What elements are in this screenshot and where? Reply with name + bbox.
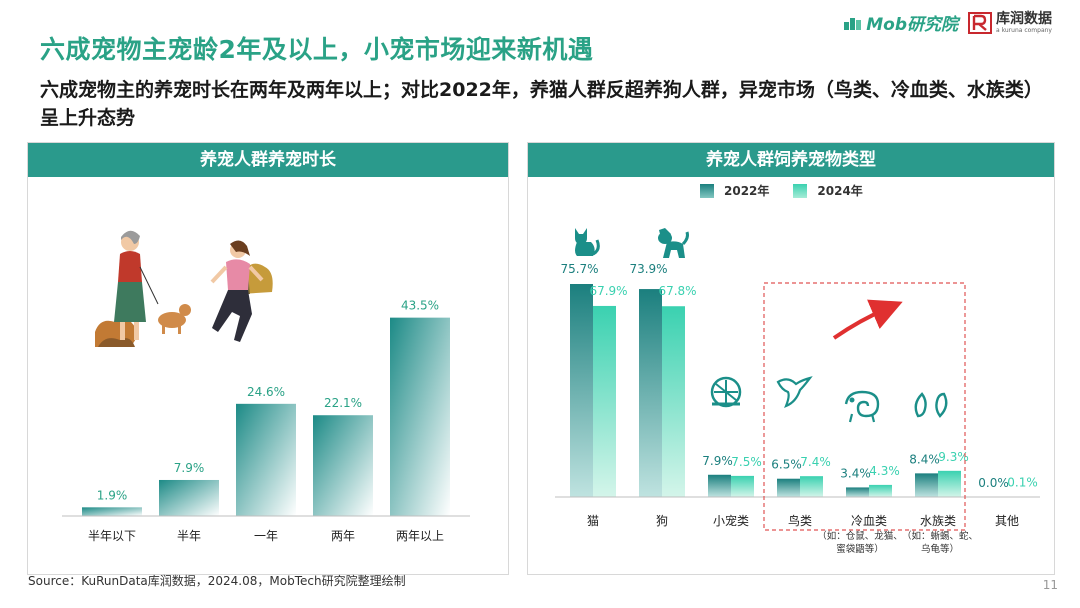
pet-type-value-2024: 0.1% (1007, 476, 1038, 490)
page-title: 六成宠物主宠龄2年及以上，小宠市场迎来新机遇 (40, 35, 594, 64)
legend-item-2024: 2024年 (793, 182, 863, 199)
duration-category-label: 半年以下 (88, 529, 136, 543)
page-number: 11 (1042, 578, 1058, 592)
pet-type-value-2024: 67.9% (589, 284, 627, 298)
duration-bar (390, 317, 450, 516)
duration-category-label: 半年 (177, 529, 201, 543)
kurun-logo: 库润数据 a kuruna company (968, 10, 1052, 34)
pet-type-category-label: 小宠类 (713, 513, 749, 528)
pet-type-value-2022: 75.7% (560, 262, 598, 276)
mob-logo: Mob研究院 (844, 10, 958, 35)
legend-swatch-2024 (793, 183, 808, 198)
pet-type-category-label: 水族类 (920, 514, 956, 528)
pet-type-bar-2024 (869, 484, 892, 497)
legend-swatch-2022 (700, 183, 714, 198)
pet-type-bar-2022 (708, 474, 731, 497)
pet-type-bar-2024 (731, 475, 754, 497)
duration-category-label: 两年以上 (396, 529, 444, 543)
duration-value-label: 24.6% (247, 385, 285, 399)
fish-icon (914, 392, 948, 418)
pet-type-category-label: 狗 (656, 514, 668, 528)
pet-type-bar-2024 (662, 306, 685, 497)
pet-type-value-2022: 8.4% (909, 452, 940, 466)
pet-type-bar-2022 (846, 487, 869, 497)
cold-blood-note: （如：仓鼠、龙猫、蜜袋鼯等） (817, 531, 903, 555)
pet-type-category-label: 其他 (995, 514, 1019, 528)
bird-icon (776, 376, 813, 408)
duration-value-label: 43.5% (401, 299, 439, 313)
exotic-pet-highlight-box (763, 282, 966, 531)
pet-type-value-2022: 7.9% (702, 454, 733, 468)
pet-owners-illustration (95, 230, 273, 347)
pet-type-bar-chart: 75.7% 67.9% 猫 73.9% 67.8% 狗 7.9%7.5% 小宠类 6.5%7.4… (555, 262, 1040, 528)
duration-category-label: 两年 (331, 529, 355, 543)
pet-type-value-2024: 9.3% (938, 450, 969, 464)
source-note: Source：KuRunData库润数据，2024.08，MobTech研究院整… (28, 574, 406, 588)
dog-icon (658, 228, 689, 258)
pet-type-value-2022: 6.5% (771, 458, 802, 472)
chameleon-icon (844, 390, 880, 423)
duration-bar (159, 479, 219, 516)
kurun-logo-sub: a kuruna company (996, 26, 1052, 34)
pet-type-value-2024: 7.4% (800, 455, 831, 469)
duration-bar-chart: 1.9% 半年以下 7.9% 半年 24.6% 一年 22.1% 两年 43.5% 两年以上 (62, 299, 470, 543)
pet-type-bar-2024 (938, 470, 961, 497)
duration-value-label: 1.9% (97, 488, 128, 502)
small-pet-icon (710, 376, 742, 408)
logo-area: Mob研究院 库润数据 a kuruna company (844, 10, 1052, 35)
cat-icon (575, 228, 600, 256)
pet-type-bar-2022 (570, 284, 593, 497)
page-subtitle: 六成宠物主的养宠时长在两年及两年以上；对比2022年，养猫人群反超养狗人群，异宠… (40, 79, 1043, 129)
kurun-logo-icon (968, 11, 992, 34)
pet-type-value-2024: 7.5% (731, 455, 762, 469)
pet-type-value-2024: 4.3% (869, 464, 900, 478)
legend-label-2022: 2022年 (724, 184, 770, 198)
pet-type-value-2022: 73.9% (629, 262, 667, 276)
pet-type-bar-2024 (800, 476, 823, 497)
mob-logo-icon (844, 17, 862, 30)
duration-bar (313, 415, 373, 516)
upward-trend-arrow (832, 299, 903, 340)
pet-type-legend: 2022年 2024年 (700, 182, 863, 199)
legend-item-2022: 2022年 (700, 182, 769, 199)
duration-bar (82, 507, 142, 516)
kurun-logo-name: 库润数据 (996, 10, 1052, 27)
mob-logo-text: Mob研究院 (866, 15, 958, 35)
pet-type-category-label: 冷血类 (851, 514, 887, 528)
pet-type-category-label: 猫 (587, 514, 599, 528)
pet-type-category-label: 鸟类 (788, 513, 812, 528)
duration-value-label: 7.9% (174, 461, 205, 475)
duration-value-label: 22.1% (324, 396, 362, 410)
pet-type-value-2022: 3.4% (840, 466, 871, 480)
pet-type-bar-2022 (639, 289, 662, 497)
duration-chart-title: 养宠人群养宠时长 (28, 143, 508, 177)
pet-type-bar-2024 (593, 305, 616, 497)
pet-type-bar-2022 (777, 478, 800, 497)
legend-label-2024: 2024年 (817, 184, 863, 198)
duration-category-label: 一年 (254, 529, 278, 543)
pet-type-value-2024: 67.8% (658, 284, 696, 298)
duration-bar (236, 403, 296, 516)
pet-type-bar-2022 (915, 473, 938, 497)
pet-type-value-2022: 0.0% (978, 476, 1009, 490)
aquatic-note: （如：蜥蜴、蛇、乌龟等） (902, 531, 979, 555)
pet-type-chart-title: 养宠人群饲养宠物类型 (528, 143, 1054, 177)
